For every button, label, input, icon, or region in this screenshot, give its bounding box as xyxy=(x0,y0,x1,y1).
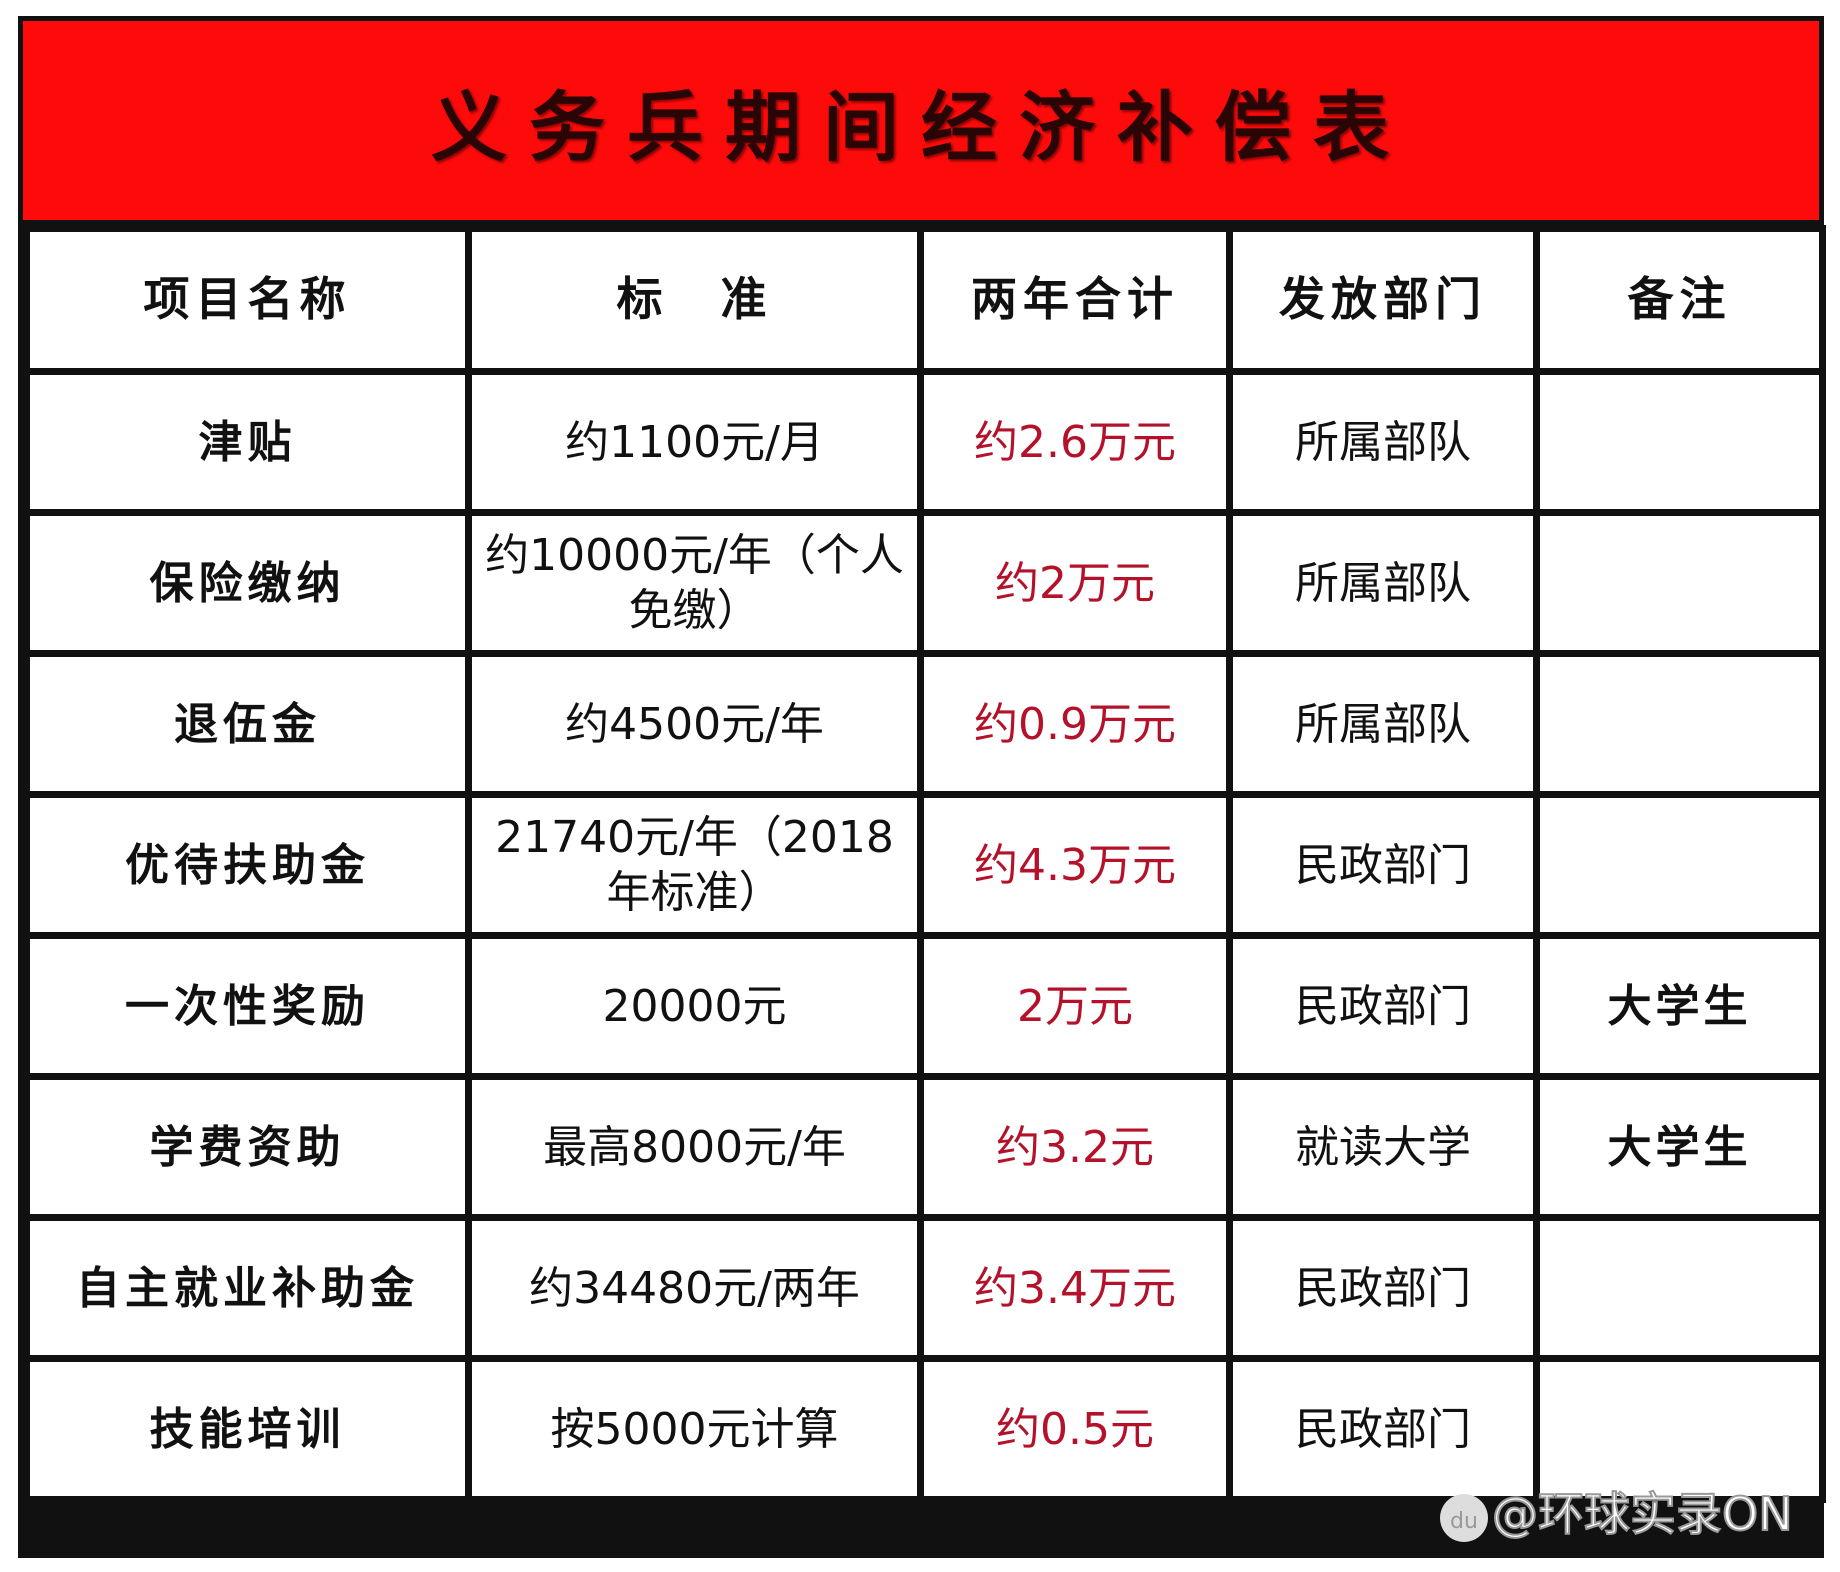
cell-note xyxy=(1533,1214,1826,1362)
cell-name: 退伍金 xyxy=(23,650,472,798)
cell-name: 保险缴纳 xyxy=(23,509,472,657)
cell-note xyxy=(1533,650,1826,798)
cell-dept: 民政部门 xyxy=(1226,1355,1540,1503)
cell-total: 约0.9万元 xyxy=(917,650,1233,798)
cell-total: 约3.2元 xyxy=(917,1073,1233,1221)
compensation-table: 项目名称 标 准 两年合计 发放部门 备注 津贴 约1100元/月 约2.6万元 所属… xyxy=(23,225,1826,1503)
header-cell-name: 项目名称 xyxy=(23,225,472,375)
cell-total: 约3.4万元 xyxy=(917,1214,1233,1362)
cell-dept: 所属部队 xyxy=(1226,650,1540,798)
cell-note xyxy=(1533,509,1826,657)
header-cell-total: 两年合计 xyxy=(917,225,1233,375)
cell-standard: 最高8000元/年 xyxy=(465,1073,924,1221)
header-cell-dept: 发放部门 xyxy=(1226,225,1540,375)
cell-name: 一次性奖励 xyxy=(23,932,472,1080)
cell-dept: 所属部队 xyxy=(1226,509,1540,657)
cell-dept: 民政部门 xyxy=(1226,932,1540,1080)
table-row: 技能培训 按5000元计算 约0.5元 民政部门 xyxy=(23,1355,1826,1503)
cell-standard: 约1100元/月 xyxy=(465,368,924,516)
cell-dept: 所属部队 xyxy=(1226,368,1540,516)
cell-dept: 就读大学 xyxy=(1226,1073,1540,1221)
cell-dept: 民政部门 xyxy=(1226,791,1540,939)
cell-standard: 20000元 xyxy=(465,932,924,1080)
header-row: 项目名称 标 准 两年合计 发放部门 备注 xyxy=(23,225,1826,375)
table-row: 自主就业补助金 约34480元/两年 约3.4万元 民政部门 xyxy=(23,1214,1826,1362)
cell-dept: 民政部门 xyxy=(1226,1214,1540,1362)
cell-standard: 21740元/年（2018年标准） xyxy=(465,791,924,939)
table-row: 优待扶助金 21740元/年（2018年标准） 约4.3万元 民政部门 xyxy=(23,791,1826,939)
table-row: 一次性奖励 20000元 2万元 民政部门 大学生 xyxy=(23,932,1826,1080)
cell-total: 约4.3万元 xyxy=(917,791,1233,939)
cell-total: 约2.6万元 xyxy=(917,368,1233,516)
cell-standard: 按5000元计算 xyxy=(465,1355,924,1503)
table-row: 津贴 约1100元/月 约2.6万元 所属部队 xyxy=(23,368,1826,516)
cell-name: 技能培训 xyxy=(23,1355,472,1503)
cell-name: 津贴 xyxy=(23,368,472,516)
table-title-banner: 义务兵期间经济补偿表 xyxy=(23,21,1819,220)
cell-name: 优待扶助金 xyxy=(23,791,472,939)
cell-note xyxy=(1533,368,1826,516)
cell-note xyxy=(1533,1355,1826,1503)
header-cell-note: 备注 xyxy=(1533,225,1826,375)
table-title: 义务兵期间经济补偿表 xyxy=(431,82,1411,172)
cell-total: 约2万元 xyxy=(917,509,1233,657)
cell-total: 2万元 xyxy=(917,932,1233,1080)
table-row: 退伍金 约4500元/年 约0.9万元 所属部队 xyxy=(23,650,1826,798)
cell-standard: 约34480元/两年 xyxy=(465,1214,924,1362)
watermark-text: @环球实录ON xyxy=(1491,1486,1794,1542)
cell-note: 大学生 xyxy=(1533,1073,1826,1221)
baidu-paw-icon: du xyxy=(1440,1493,1488,1542)
header-cell-standard: 标 准 xyxy=(465,225,924,375)
cell-total: 约0.5元 xyxy=(917,1355,1233,1503)
cell-note xyxy=(1533,791,1826,939)
cell-standard: 约10000元/年（个人免缴） xyxy=(465,509,924,657)
cell-standard: 约4500元/年 xyxy=(465,650,924,798)
table-row: 学费资助 最高8000元/年 约3.2元 就读大学 大学生 xyxy=(23,1073,1826,1221)
cell-name: 自主就业补助金 xyxy=(23,1214,472,1362)
table-row: 保险缴纳 约10000元/年（个人免缴） 约2万元 所属部队 xyxy=(23,509,1826,657)
cell-name: 学费资助 xyxy=(23,1073,472,1221)
cell-note: 大学生 xyxy=(1533,932,1826,1080)
watermark: du @环球实录ON xyxy=(1440,1478,1794,1544)
